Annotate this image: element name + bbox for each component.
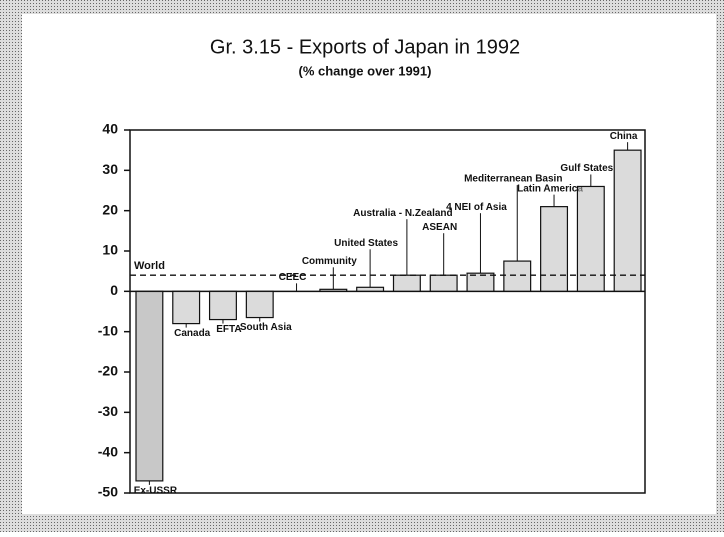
y-tick-label: -30: [98, 403, 118, 419]
bar: [172, 290, 201, 325]
bar-label: Gulf States: [560, 163, 613, 174]
panel: [22, 14, 716, 514]
y-tick-label: 10: [102, 242, 118, 258]
bar: [429, 274, 458, 292]
y-tick-label: 0: [110, 282, 118, 298]
chart-title: Gr. 3.15 - Exports of Japan in 1992: [210, 36, 520, 58]
bar-label: Canada: [174, 328, 211, 339]
bar-label: 4 NEI of Asia: [446, 202, 507, 213]
bar: [503, 260, 532, 292]
bar: [319, 288, 348, 292]
bar: [135, 290, 164, 482]
reference-label: World: [134, 260, 165, 272]
bar: [576, 185, 605, 292]
y-tick-label: -20: [98, 363, 118, 379]
y-tick-label: -10: [98, 322, 118, 338]
bar-label: Australia - N.Zealand: [353, 208, 452, 219]
bar-label: CEEC: [279, 272, 307, 283]
bar-label: China: [610, 131, 638, 142]
bar: [466, 272, 495, 292]
bar: [392, 274, 421, 292]
bar-label: South Asia: [240, 322, 292, 333]
bar: [613, 149, 642, 292]
bar: [356, 286, 385, 292]
y-tick-label: 30: [102, 161, 118, 177]
y-tick-label: 40: [102, 121, 118, 137]
bar-label: EFTA: [216, 324, 241, 335]
bar-label: United States: [334, 238, 398, 249]
chart-subtitle: (% change over 1991): [299, 63, 432, 78]
y-tick-label: -40: [98, 443, 118, 459]
bar-label: Mediterranean Basin: [464, 174, 562, 185]
y-tick-label: 20: [102, 201, 118, 217]
plot-frame: [129, 129, 646, 494]
bar-label: Latin America: [517, 183, 583, 194]
bar-label: Community: [302, 256, 357, 267]
bar: [245, 290, 274, 319]
bar: [208, 290, 237, 321]
y-tick-label: -50: [98, 484, 118, 500]
bar-label: Ex-USSR: [134, 486, 178, 497]
bar: [540, 206, 569, 292]
bar-label: ASEAN: [422, 222, 457, 233]
